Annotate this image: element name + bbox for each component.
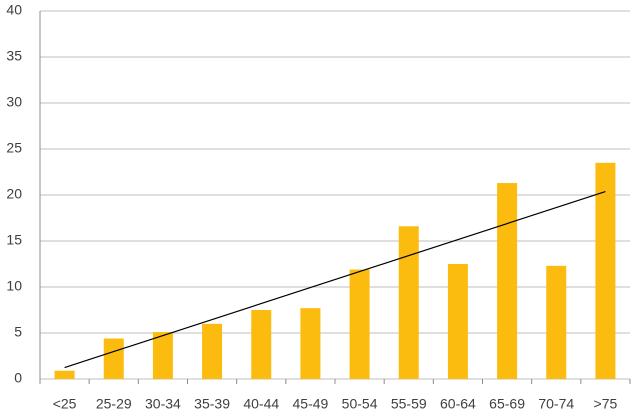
- x-tick-label: <25: [53, 396, 77, 412]
- bar: [103, 338, 124, 379]
- bar: [54, 370, 75, 379]
- y-tick-label: 25: [6, 140, 22, 156]
- x-tick-label: 25-29: [96, 396, 132, 412]
- x-tick-label: 35-39: [194, 396, 230, 412]
- x-tick-label: 40-44: [243, 396, 279, 412]
- x-tick-label: 65-69: [489, 396, 525, 412]
- bar: [595, 162, 616, 379]
- bar: [300, 308, 321, 379]
- bar: [546, 265, 567, 379]
- y-tick-label: 5: [14, 324, 22, 340]
- x-tick-label: 55-59: [391, 396, 427, 412]
- y-tick-label: 40: [6, 2, 22, 18]
- x-tick-label: >75: [594, 396, 618, 412]
- x-tick-label: 60-64: [440, 396, 476, 412]
- x-tick-label: 45-49: [293, 396, 329, 412]
- x-tick-label: 30-34: [145, 396, 181, 412]
- y-tick-label: 35: [6, 48, 22, 64]
- y-tick-label: 20: [6, 186, 22, 202]
- x-tick-label: 50-54: [342, 396, 378, 412]
- bar: [349, 269, 370, 379]
- bar: [398, 226, 419, 379]
- y-tick-label: 0: [14, 370, 22, 386]
- y-tick-label: 15: [6, 232, 22, 248]
- bar: [497, 183, 518, 379]
- bar: [202, 323, 223, 379]
- y-tick-label: 30: [6, 94, 22, 110]
- trendline: [64, 191, 606, 369]
- y-tick-label: 10: [6, 278, 22, 294]
- x-tick-label: 70-74: [538, 396, 574, 412]
- bar: [152, 332, 173, 379]
- bar: [251, 310, 272, 379]
- bar: [447, 264, 468, 379]
